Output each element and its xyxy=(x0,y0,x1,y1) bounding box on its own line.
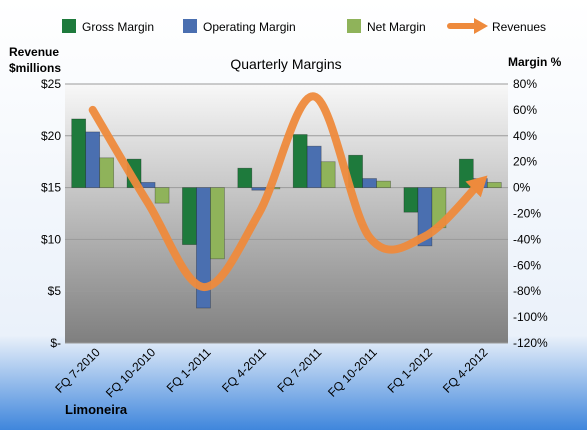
bar-gross-margin xyxy=(292,134,308,188)
bar-net-margin xyxy=(486,182,502,188)
bar-gross-margin xyxy=(71,118,87,188)
left-axis-tick-label: $5 xyxy=(48,284,62,298)
bar-operating-margin xyxy=(140,182,156,188)
right-axis-tick-label: -100% xyxy=(513,310,548,324)
bar-operating-margin xyxy=(306,145,322,188)
bar-gross-margin xyxy=(237,167,253,188)
legend-swatch-operating-margin xyxy=(183,19,197,33)
bar-net-margin xyxy=(154,187,170,204)
right-axis-tick-label: -120% xyxy=(513,336,548,350)
revenue-line-layer xyxy=(88,92,488,292)
legend-arrowhead-revenues xyxy=(474,18,488,34)
right-axis-tick-label: 40% xyxy=(513,129,537,143)
bar-net-margin xyxy=(210,187,225,260)
bar-operating-margin xyxy=(85,131,101,188)
right-axis-tick-label: 80% xyxy=(513,77,537,91)
bar-gross-margin xyxy=(403,187,419,213)
legend-swatch-net-margin xyxy=(347,19,361,33)
left-axis-tick-label: $20 xyxy=(41,129,61,143)
bar-gross-margin xyxy=(182,187,197,245)
bar-net-margin xyxy=(320,161,336,188)
left-axis-title-line1: Revenue xyxy=(9,45,59,59)
company-name: Limoneira xyxy=(65,402,128,417)
right-axis-tick-label: -40% xyxy=(513,232,541,246)
right-axis-tick-label: -20% xyxy=(513,207,541,221)
bars xyxy=(71,118,502,309)
revenue-line xyxy=(88,92,485,292)
chart-title: Quarterly Margins xyxy=(230,56,341,72)
left-axis-tick-label: $10 xyxy=(41,232,61,246)
bar-operating-margin xyxy=(362,178,377,188)
right-axis-tick-label: -80% xyxy=(513,284,541,298)
legend-label-net-margin: Net Margin xyxy=(367,20,426,34)
left-axis-tick-label: $- xyxy=(50,336,61,350)
bar-net-margin xyxy=(376,180,391,188)
right-axis-tick-label: 20% xyxy=(513,155,537,169)
legend: Gross Margin Operating Margin Net Margin… xyxy=(62,18,546,34)
left-axis-title-line2: $millions xyxy=(9,61,61,75)
right-axis-tick-label: 0% xyxy=(513,181,531,195)
left-axis-tick-label: $15 xyxy=(41,181,61,195)
right-axis-tick-label: 60% xyxy=(513,103,537,117)
left-axis-tick-label: $25 xyxy=(41,77,61,91)
legend-label-gross-margin: Gross Margin xyxy=(82,20,154,34)
revenue-line-arrowhead xyxy=(465,175,488,198)
legend-label-revenues: Revenues xyxy=(492,20,546,34)
legend-label-operating-margin: Operating Margin xyxy=(203,20,296,34)
bar-operating-margin xyxy=(251,187,267,191)
bar-net-margin xyxy=(99,157,115,188)
right-axis-tick-label: -60% xyxy=(513,258,541,272)
right-axis-title: Margin % xyxy=(508,55,562,69)
legend-swatch-gross-margin xyxy=(62,19,76,33)
